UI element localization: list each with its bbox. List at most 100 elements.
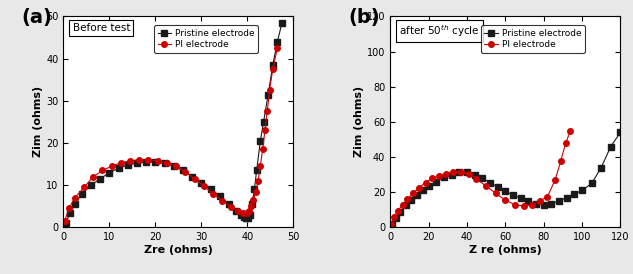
PI electrode	[422, 181, 429, 184]
PI electrode	[273, 46, 281, 50]
Pristine electrode	[432, 180, 440, 183]
Pristine electrode	[425, 184, 432, 188]
Pristine electrode	[392, 216, 399, 219]
PI electrode	[248, 205, 255, 208]
X-axis label: Zre (ohms): Zre (ohms)	[144, 245, 213, 255]
Pristine electrode	[124, 163, 132, 167]
PI electrode	[511, 203, 518, 206]
PI electrode	[492, 192, 499, 195]
Legend: Pristine electrode, PI electrode: Pristine electrode, PI electrode	[154, 25, 258, 53]
PI electrode	[399, 203, 406, 206]
Pristine electrode	[161, 162, 168, 165]
PI electrode	[249, 198, 257, 202]
Pristine electrode	[570, 192, 578, 196]
Pristine electrode	[216, 194, 223, 197]
Pristine electrode	[96, 177, 104, 181]
Y-axis label: Zim (ohms): Zim (ohms)	[354, 86, 364, 158]
PI electrode	[269, 68, 277, 71]
Line: Pristine electrode: Pristine electrode	[389, 130, 623, 227]
Pristine electrode	[142, 160, 150, 164]
Pristine electrode	[607, 145, 615, 148]
PI electrode	[172, 165, 180, 168]
Pristine electrode	[388, 222, 396, 226]
Pristine electrode	[248, 202, 256, 206]
PI electrode	[218, 199, 226, 202]
Pristine electrode	[278, 21, 285, 24]
PI electrode	[501, 199, 509, 202]
Pristine electrode	[463, 170, 471, 174]
Line: PI electrode: PI electrode	[62, 45, 280, 224]
Text: Before test: Before test	[73, 23, 130, 33]
PI electrode	[557, 159, 565, 162]
Line: Pristine electrode: Pristine electrode	[63, 20, 285, 226]
PI electrode	[529, 203, 536, 206]
PI electrode	[209, 192, 216, 195]
Pristine electrode	[396, 210, 404, 213]
Pristine electrode	[501, 190, 509, 193]
PI electrode	[80, 186, 88, 189]
X-axis label: Z re (ohms): Z re (ohms)	[469, 245, 542, 255]
PI electrode	[436, 174, 443, 177]
Pristine electrode	[413, 193, 421, 196]
Pristine electrode	[71, 202, 78, 206]
Pristine electrode	[78, 192, 85, 195]
Legend: Pristine electrode, PI electrode: Pristine electrode, PI electrode	[481, 25, 585, 53]
Pristine electrode	[578, 189, 586, 192]
PI electrode	[227, 206, 235, 209]
Line: PI electrode: PI electrode	[388, 128, 573, 227]
Pristine electrode	[402, 204, 410, 207]
PI electrode	[242, 212, 250, 215]
PI electrode	[473, 178, 480, 181]
Pristine electrode	[62, 222, 70, 225]
PI electrode	[390, 215, 398, 219]
PI electrode	[567, 129, 574, 132]
PI electrode	[252, 190, 260, 193]
PI electrode	[89, 175, 97, 178]
PI electrode	[449, 170, 457, 174]
Pristine electrode	[509, 193, 517, 196]
PI electrode	[415, 186, 423, 190]
PI electrode	[410, 192, 417, 195]
Pristine electrode	[253, 169, 260, 172]
Pristine electrode	[87, 184, 95, 187]
PI electrode	[182, 170, 189, 173]
Pristine electrode	[115, 167, 122, 170]
Pristine electrode	[256, 139, 264, 142]
Pristine electrode	[265, 93, 272, 96]
PI electrode	[191, 177, 198, 181]
Pristine electrode	[170, 165, 178, 168]
Y-axis label: Zim (ohms): Zim (ohms)	[34, 86, 43, 158]
PI electrode	[154, 159, 161, 162]
Pristine electrode	[273, 40, 281, 43]
Pristine electrode	[563, 196, 570, 199]
PI electrode	[234, 210, 242, 213]
Pristine electrode	[244, 216, 252, 220]
Pristine electrode	[494, 185, 501, 189]
Pristine electrode	[207, 188, 215, 191]
PI electrode	[239, 212, 247, 215]
PI electrode	[117, 161, 125, 164]
Pristine electrode	[548, 202, 555, 205]
Pristine electrode	[232, 209, 240, 212]
Pristine electrode	[617, 131, 624, 134]
PI electrode	[71, 196, 78, 199]
Pristine electrode	[251, 188, 258, 191]
Pristine electrode	[555, 199, 563, 203]
Pristine electrode	[240, 215, 248, 219]
Pristine electrode	[479, 176, 486, 180]
Pristine electrode	[588, 182, 596, 185]
Pristine electrode	[532, 202, 540, 205]
Pristine electrode	[260, 120, 267, 124]
PI electrode	[457, 170, 465, 174]
Pristine electrode	[471, 173, 479, 176]
PI electrode	[562, 141, 570, 145]
Pristine electrode	[517, 197, 524, 200]
Pristine electrode	[197, 181, 205, 185]
PI electrode	[163, 161, 171, 164]
Pristine electrode	[189, 175, 196, 178]
Pristine electrode	[242, 216, 250, 220]
PI electrode	[99, 169, 106, 172]
PI electrode	[536, 199, 544, 203]
Pristine electrode	[225, 202, 233, 206]
PI electrode	[108, 165, 115, 168]
